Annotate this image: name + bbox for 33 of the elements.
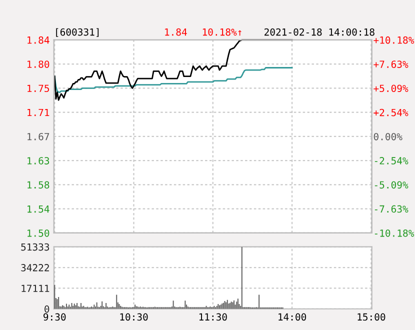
text: 1.84 xyxy=(165,28,187,36)
x-tick-label: 10:30 xyxy=(120,313,148,321)
x-tick-label: 14:00 xyxy=(278,313,306,321)
y-tick-label: 1.67 xyxy=(28,132,50,140)
y-tick-label: 1.63 xyxy=(28,157,50,164)
y2-tick-label: -7.63% xyxy=(374,205,408,213)
x-tick-label: 9:30 xyxy=(44,313,66,321)
y-tick-label: 1.50 xyxy=(28,229,50,237)
text: 10.18%↑ xyxy=(202,28,242,36)
y-tick-label: 51333 xyxy=(21,243,50,251)
y2-tick-label: 0.00% xyxy=(374,132,402,140)
y-tick-label: 1.58 xyxy=(28,181,50,189)
x-tick-label: 11:30 xyxy=(199,313,227,321)
y2-tick-label: +10.18% xyxy=(374,36,414,44)
y2-tick-label: +7.63% xyxy=(374,60,408,68)
y-tick-label: 34222 xyxy=(21,264,49,272)
y-tick-label: 1.80 xyxy=(28,60,50,68)
y-tick-label: 1.75 xyxy=(28,84,50,92)
x-tick-label: 15:00 xyxy=(358,313,386,321)
y-tick-label: 1.54 xyxy=(28,205,50,213)
text: 2021-02-18 14:00:18 xyxy=(264,28,374,36)
line-series xyxy=(54,39,293,101)
y-tick-label: 0 xyxy=(44,305,50,313)
y2-tick-label: +2.54% xyxy=(374,108,408,116)
text: [600331] xyxy=(56,28,99,37)
y-tick-label: 1.84 xyxy=(28,36,50,44)
y2-tick-label: -10.18% xyxy=(374,229,414,237)
y-tick-label: 1.71 xyxy=(28,108,50,116)
y2-tick-label: -5.09% xyxy=(374,181,408,189)
y-tick-label: 17111 xyxy=(22,284,50,292)
y2-tick-label: +5.09% xyxy=(374,84,408,92)
y2-tick-label: -2.54% xyxy=(374,157,408,164)
line-series xyxy=(54,67,293,93)
